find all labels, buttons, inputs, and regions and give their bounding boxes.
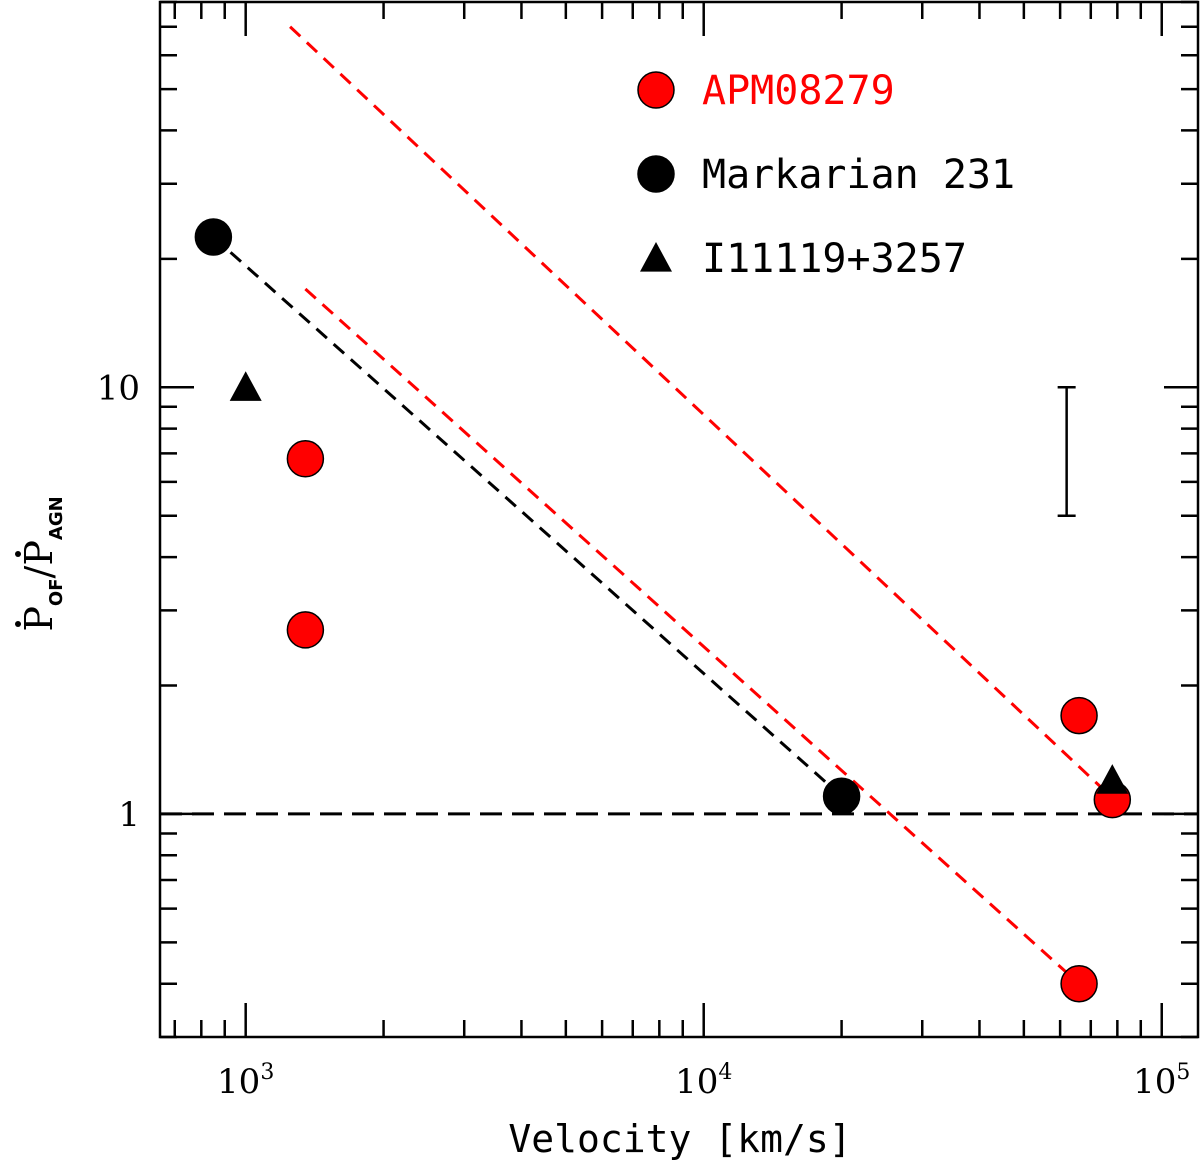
- x-tick-label-base: 10: [1133, 1062, 1176, 1102]
- y-label-denominator-sub: AGN: [46, 496, 67, 540]
- x-tick-label-base: 10: [675, 1062, 718, 1102]
- x-tick-label-exponent: 5: [1176, 1060, 1190, 1085]
- y-axis-label: POF/PAGN: [15, 496, 67, 632]
- x-tick-labels: 103 104 105: [217, 1060, 1190, 1102]
- y-tick-label: 1: [118, 795, 140, 835]
- y-tick-label: 10: [97, 368, 140, 408]
- y-label-denominator-dot: [15, 551, 21, 557]
- data-points: [194, 218, 1132, 1003]
- legend-label: APM08279: [702, 68, 895, 114]
- legend-marker: [640, 242, 672, 272]
- plot-frame: [158, 0, 1200, 1039]
- point-i11119-3257: [1096, 764, 1129, 794]
- legend: APM08279 Markarian 231 I11119+3257: [637, 68, 1015, 282]
- red-dashed-fit-upper: [289, 25, 1103, 790]
- black-dashed-fit: [212, 235, 843, 798]
- x-axis-label: Velocity [km/s]: [508, 1117, 851, 1161]
- x-tick-label-exponent: 3: [260, 1060, 274, 1085]
- y-label-separator: /: [17, 565, 61, 578]
- legend-label: I11119+3257: [702, 236, 967, 282]
- legend-marker: [637, 71, 675, 109]
- point-markarian-231: [822, 777, 861, 816]
- svg-text:POF/PAGN: POF/PAGN: [17, 496, 67, 631]
- fit-lines: [160, 25, 1198, 985]
- y-label-denominator: P: [17, 540, 61, 566]
- x-tick-label: 103: [217, 1060, 274, 1102]
- point-apm08279: [286, 439, 325, 478]
- x-tick-label-base: 10: [217, 1062, 260, 1102]
- major-ticks: [160, 2, 1198, 1037]
- y-label-numerator-sub: OF: [46, 578, 67, 606]
- x-tick-label: 104: [675, 1060, 732, 1102]
- y-tick-labels: 1 10: [97, 368, 140, 835]
- error-bar: [1057, 386, 1076, 517]
- y-label-numerator: P: [17, 606, 61, 632]
- point-markarian-231: [194, 218, 233, 256]
- point-i11119-3257: [229, 371, 262, 401]
- point-apm08279: [1060, 696, 1098, 735]
- x-tick-label: 105: [1133, 1060, 1190, 1102]
- legend-marker: [637, 155, 675, 193]
- red-dashed-fit-lower: [304, 287, 1081, 985]
- legend-label: Markarian 231: [702, 152, 1015, 198]
- x-tick-label-exponent: 4: [718, 1060, 732, 1085]
- point-apm08279: [1060, 964, 1098, 1003]
- minor-ticks: [160, 0, 1198, 1039]
- point-apm08279: [286, 611, 325, 649]
- y-label-numerator-dot: [15, 621, 21, 627]
